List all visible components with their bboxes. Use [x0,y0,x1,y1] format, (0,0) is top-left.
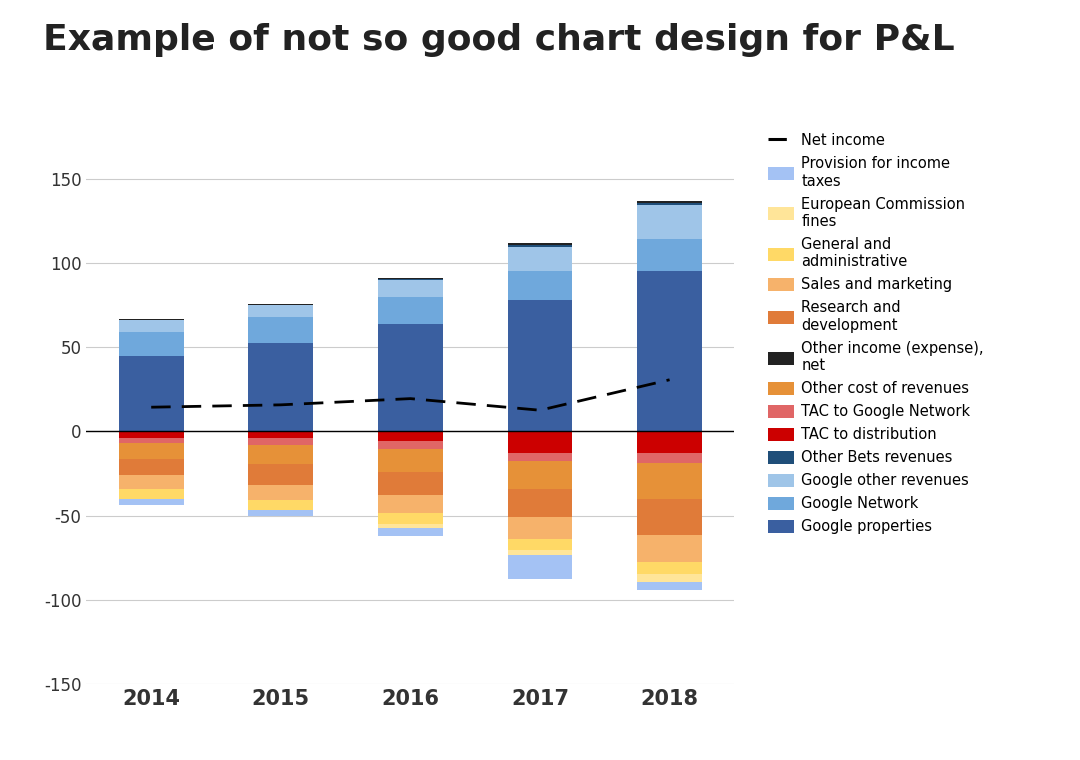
Bar [378,442,443,449]
Bar [637,499,702,535]
Bar [508,555,572,579]
Bar [248,464,313,485]
Bar [508,461,572,489]
Bar [119,489,184,499]
Bar [119,356,184,432]
Bar [637,562,702,574]
Bar [248,344,313,432]
Bar [637,201,702,203]
Bar [248,485,313,500]
Bar [248,317,313,344]
Bar [378,472,443,496]
Bar [248,500,313,510]
Bar [378,324,443,432]
Bar [508,300,572,432]
Bar [119,499,184,505]
Bar [637,582,702,590]
Bar [508,246,572,271]
Bar [508,245,572,246]
Legend: Net income, Provision for income
taxes, European Commission
fines, General and
a: Net income, Provision for income taxes, … [768,133,984,534]
Bar [637,535,702,562]
Bar [378,524,443,528]
Bar [119,432,184,438]
Bar [378,432,443,442]
Bar [378,280,443,297]
Bar [637,463,702,499]
Bar [248,439,313,445]
Bar [119,459,184,476]
Bar [508,550,572,555]
Bar [378,496,443,513]
Bar [119,476,184,489]
Bar [378,528,443,536]
Bar [508,539,572,550]
Bar [378,449,443,472]
Bar [119,320,184,332]
Bar [248,445,313,464]
Bar [248,510,313,516]
Bar [508,489,572,517]
Bar [508,243,572,245]
Bar [637,432,702,453]
Bar [378,279,443,280]
Bar [119,318,184,320]
Bar [637,453,702,463]
Bar [508,453,572,461]
Bar [119,332,184,356]
Bar [248,305,313,317]
Bar [508,432,572,453]
Bar [119,438,184,443]
Bar [378,513,443,524]
Bar [637,205,702,239]
Bar [508,271,572,300]
Bar [508,517,572,539]
Bar [637,271,702,432]
Bar [637,203,702,205]
Bar [378,297,443,324]
Bar [637,574,702,582]
Bar [248,432,313,439]
Bar [637,239,702,271]
Bar [119,443,184,459]
Text: Example of not so good chart design for P&L: Example of not so good chart design for … [43,23,955,57]
